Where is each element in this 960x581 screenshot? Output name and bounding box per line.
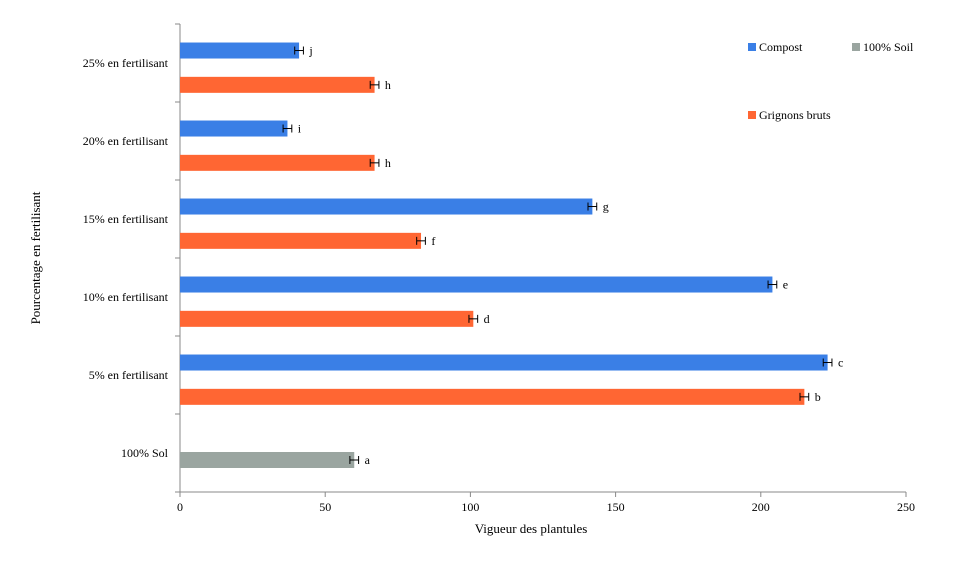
- bar-compost: [180, 198, 593, 215]
- y-axis-title: Pourcentage en fertilisant: [28, 191, 43, 324]
- bar-compost: [180, 276, 773, 293]
- category-label: 20% en fertilisant: [83, 134, 169, 148]
- legend-swatch: [748, 43, 756, 51]
- x-tick-label: 50: [319, 500, 331, 514]
- bar-data-label: j: [308, 44, 312, 58]
- x-tick-label: 0: [177, 500, 183, 514]
- bar-compost: [180, 42, 300, 59]
- bar-data-label: g: [603, 200, 609, 214]
- bar-data-label: h: [385, 156, 391, 170]
- bar-data-label: a: [365, 453, 371, 467]
- bar-compost: [180, 354, 828, 371]
- bar-data-label: h: [385, 78, 391, 92]
- legend-label: Grignons bruts: [759, 108, 831, 122]
- legend-swatch: [748, 111, 756, 119]
- bar-data-label: e: [783, 278, 788, 292]
- bar-grignons-bruts: [180, 310, 474, 327]
- bar-100-soil: [180, 452, 355, 468]
- bar-data-label: c: [838, 356, 843, 370]
- bar-data-label: b: [815, 390, 821, 404]
- legend-swatch: [852, 43, 860, 51]
- category-label: 5% en fertilisant: [89, 368, 169, 382]
- x-tick-label: 200: [752, 500, 770, 514]
- bar-data-label: d: [484, 312, 490, 326]
- bar-data-label: f: [431, 234, 435, 248]
- legend-label: Compost: [759, 40, 803, 54]
- category-label: 25% en fertilisant: [83, 56, 169, 70]
- bar-grignons-bruts: [180, 388, 805, 405]
- bar-data-label: i: [298, 122, 302, 136]
- x-axis-title: Vigueur des plantules: [475, 521, 588, 536]
- x-tick-label: 250: [897, 500, 915, 514]
- x-tick-label: 100: [461, 500, 479, 514]
- x-tick-label: 150: [607, 500, 625, 514]
- bar-grignons-bruts: [180, 232, 422, 249]
- legend-label: 100% Soil: [863, 40, 914, 54]
- category-label: 10% en fertilisant: [83, 290, 169, 304]
- bar-compost: [180, 120, 288, 137]
- bar-grignons-bruts: [180, 76, 375, 93]
- category-label: 15% en fertilisant: [83, 212, 169, 226]
- bar-grignons-bruts: [180, 154, 375, 171]
- category-label: 100% Sol: [121, 446, 169, 460]
